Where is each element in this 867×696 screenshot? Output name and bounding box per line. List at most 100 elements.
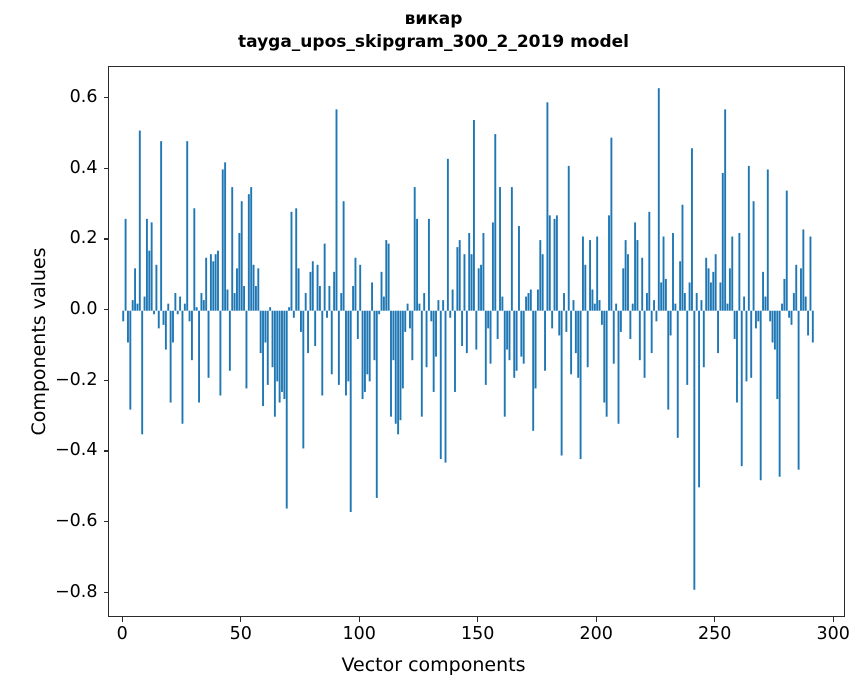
bar xyxy=(693,310,696,590)
bar xyxy=(600,310,603,325)
bar xyxy=(397,310,400,435)
bar xyxy=(333,271,336,311)
y-tick-mark xyxy=(103,167,108,170)
bar xyxy=(811,310,814,343)
bar xyxy=(797,310,800,470)
bar xyxy=(506,310,509,350)
bar xyxy=(281,310,283,392)
bar xyxy=(546,102,549,311)
bar xyxy=(238,233,241,311)
bar xyxy=(605,310,608,417)
bar xyxy=(800,268,802,311)
bar xyxy=(363,310,366,392)
bar xyxy=(134,268,137,311)
bar xyxy=(717,310,719,354)
bar xyxy=(598,300,601,311)
bar xyxy=(437,300,440,311)
bar xyxy=(657,88,660,311)
bar xyxy=(390,310,392,417)
x-tick-mark xyxy=(477,617,479,622)
bar xyxy=(314,310,317,347)
bar xyxy=(401,310,404,389)
bar xyxy=(795,264,798,311)
bar xyxy=(250,187,253,311)
bar xyxy=(385,240,388,311)
bar xyxy=(183,303,186,311)
y-tick-label: −0.6 xyxy=(55,510,98,531)
bar xyxy=(257,268,260,311)
bar xyxy=(449,310,452,318)
bar xyxy=(551,310,554,329)
bar xyxy=(179,296,182,311)
bar xyxy=(143,296,146,311)
bar xyxy=(167,303,170,311)
bar xyxy=(122,310,125,322)
bar xyxy=(726,303,729,311)
bar xyxy=(285,310,288,509)
bar xyxy=(572,300,575,311)
bar xyxy=(804,296,807,311)
bar xyxy=(155,264,158,311)
bar xyxy=(153,310,155,315)
y-axis-ticks: 0.6 0.4 0.2 0.0 −0.2 −0.4 −0.6 −0.8 xyxy=(0,0,108,696)
bar xyxy=(764,296,767,311)
bar xyxy=(555,215,558,311)
bar xyxy=(195,307,198,311)
x-axis-ticks: 0 50 100 150 200 250 300 xyxy=(0,617,867,677)
bar xyxy=(683,293,686,311)
bar xyxy=(508,310,511,361)
bar xyxy=(352,285,355,311)
bar xyxy=(373,310,376,361)
bar xyxy=(698,310,701,488)
bar xyxy=(740,310,743,467)
bar xyxy=(411,310,414,361)
bar xyxy=(404,310,407,332)
bar xyxy=(131,300,134,311)
bar xyxy=(475,310,478,350)
bar xyxy=(745,310,748,382)
bar xyxy=(762,271,765,311)
bar xyxy=(202,300,205,311)
y-tick-label: 0.0 xyxy=(69,298,98,319)
bar xyxy=(499,187,501,311)
bar xyxy=(221,169,224,311)
bar xyxy=(513,310,516,378)
bar xyxy=(733,310,736,339)
bar xyxy=(226,289,229,311)
bar xyxy=(188,310,191,322)
bar xyxy=(458,240,461,311)
bar xyxy=(342,201,345,311)
bar xyxy=(214,254,217,311)
y-axis-label: Components values xyxy=(28,247,50,436)
bar xyxy=(164,310,167,350)
bar xyxy=(790,310,793,325)
bar xyxy=(380,271,383,311)
bar xyxy=(788,310,791,318)
bar xyxy=(593,303,596,311)
bar xyxy=(603,310,606,403)
bar xyxy=(330,310,333,375)
bar xyxy=(228,310,231,371)
bar xyxy=(243,285,246,311)
bar xyxy=(193,208,196,311)
bar xyxy=(589,240,592,311)
y-tick-mark xyxy=(103,450,108,452)
bar xyxy=(643,310,646,378)
bar xyxy=(399,310,402,421)
bar xyxy=(302,310,305,449)
bar xyxy=(672,233,674,311)
bar xyxy=(416,218,419,311)
bar xyxy=(297,268,300,311)
bar xyxy=(278,310,281,403)
bar xyxy=(349,310,352,513)
bar xyxy=(783,278,786,311)
bar xyxy=(738,233,741,311)
bar xyxy=(406,303,409,311)
bar xyxy=(807,310,810,336)
bar xyxy=(574,310,577,354)
bar xyxy=(150,222,153,311)
bar xyxy=(240,201,243,311)
bar xyxy=(487,310,490,329)
bar xyxy=(361,310,364,400)
